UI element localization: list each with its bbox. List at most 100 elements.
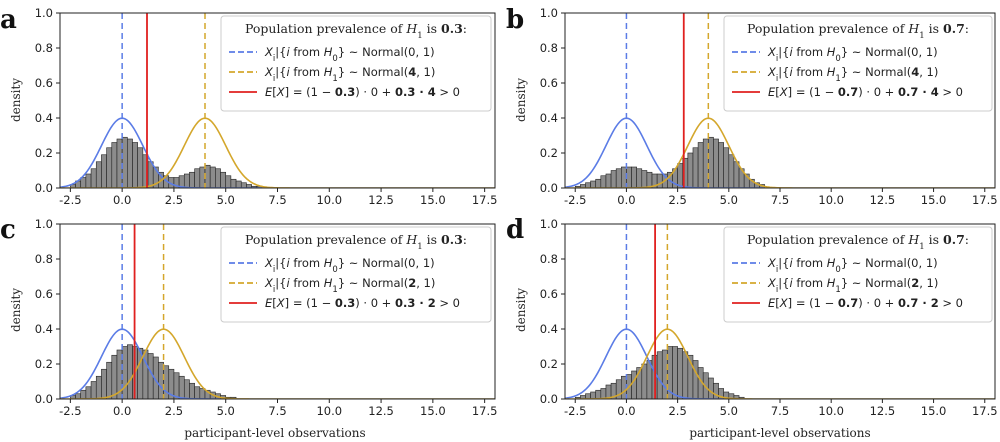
legend-text-part: 0.3 · 2: [395, 296, 436, 310]
legend-text-part: 0: [332, 54, 337, 64]
hist-bar: [101, 154, 107, 188]
hist-bar: [90, 168, 97, 188]
x-tick-label: 10.0: [818, 404, 844, 418]
legend-text-part: } ~ Normal(: [338, 65, 408, 79]
legend-text-part: i: [776, 54, 778, 64]
hist-bar: [209, 166, 216, 188]
hist-bar: [702, 138, 709, 188]
hist-bar: [733, 161, 740, 188]
legend-text-part: X: [264, 256, 274, 270]
legend-text-part: , 1): [919, 276, 938, 290]
legend-text-part: X: [779, 296, 789, 310]
legend-entry-h0: Xi|{i from H0} ~ Normal(0, 1): [767, 256, 938, 275]
legend-text-part: i: [776, 285, 778, 295]
x-tick-label: 2.5: [668, 193, 686, 207]
legend-text-part: 0: [835, 265, 840, 275]
legend-text-part: > 0: [939, 85, 963, 99]
y-tick-label: 0.8: [540, 252, 558, 266]
legend-text-part: 4: [911, 65, 919, 79]
legend-text-part: :: [463, 232, 467, 247]
legend-text-part: } ~ Normal(0, 1): [338, 45, 435, 59]
hist-bar: [127, 344, 133, 399]
legend-text-part: |{: [778, 45, 789, 59]
hist-bar: [677, 163, 684, 188]
hist-bar: [595, 178, 602, 188]
hist-bar: [595, 389, 602, 399]
legend-box: [220, 15, 492, 112]
legend-entry-h0: Xi|{i from H0} ~ Normal(0, 1): [264, 45, 435, 64]
hist-bar: [631, 370, 637, 399]
legend-text-part: ] = (1 −: [788, 85, 838, 99]
hist-bar: [80, 389, 87, 399]
legend-entry-mean: E[X] = (1 − 0.3) · 0 + 0.3 · 2 > 0: [265, 296, 460, 310]
legend-text-part: from: [793, 65, 827, 79]
hist-bar: [101, 368, 107, 399]
legend-text-part: 2: [408, 276, 416, 290]
legend-text-part: 1: [332, 285, 337, 295]
legend-entry-mean: E[X] = (1 − 0.3) · 0 + 0.3 · 4 > 0: [265, 85, 460, 99]
panel-letter-c: c: [0, 215, 16, 245]
legend-text-part: } ~ Normal(0, 1): [841, 256, 938, 270]
legend-text-part: 1: [332, 74, 337, 84]
legend-text-part: 0.3 · 4: [395, 85, 436, 99]
legend-box: [220, 226, 492, 323]
legend-text-part: H: [907, 232, 920, 247]
y-tick-label: 0.0: [35, 181, 53, 195]
x-tick-label: -2.5: [59, 193, 81, 207]
hist-bar: [132, 142, 138, 188]
legend-text-part: i: [776, 265, 778, 275]
y-axis-label-bottom-left: density: [9, 288, 23, 332]
y-tick-label: 0.0: [540, 392, 558, 406]
panel-letter-d: d: [506, 215, 524, 245]
hist-bar: [220, 171, 227, 188]
legend-entry-h1: Xi|{i from H1} ~ Normal(2, 1): [264, 276, 435, 295]
density-curve-h0: [565, 328, 995, 399]
hist-bar: [682, 351, 689, 399]
hist-bar: [621, 375, 627, 399]
hist-bar: [127, 138, 133, 188]
legend-text-part: i: [789, 65, 793, 79]
legend-text-part: X: [779, 85, 789, 99]
legend-text-part: i: [273, 74, 275, 84]
hist-bar: [605, 173, 612, 188]
y-tick-label: 0.6: [35, 76, 53, 90]
x-tick-label: 17.5: [972, 404, 998, 418]
legend-box: [723, 226, 993, 323]
legend-text-part: from: [793, 276, 827, 290]
hist-bar: [600, 175, 607, 188]
hist-bar: [631, 166, 637, 188]
y-tick-label: 1.0: [540, 6, 558, 20]
hist-bar: [111, 142, 118, 188]
legend-text-part: , 1): [919, 65, 938, 79]
legend-text-part: i: [789, 276, 793, 290]
legend-text-part: H: [324, 276, 333, 290]
hist-bar: [708, 377, 714, 399]
legend-text-part: from: [793, 45, 827, 59]
legend-text-part: ] = (1 −: [285, 85, 335, 99]
panel-a: a -2.5 0.0 2.5 5.0 7.5 10.0 12.5 15.0 17.5 0.0 0.2 0…: [0, 5, 497, 207]
x-tick-label: 2.5: [165, 193, 183, 207]
hist-bar: [723, 147, 730, 188]
legend-text-part: from: [793, 256, 827, 270]
legend-text-part: } ~ Normal(0, 1): [841, 45, 938, 59]
hist-bar: [137, 147, 144, 188]
legend-text-part: |{: [778, 276, 789, 290]
legend-text-part: X: [264, 276, 274, 290]
legend-text-part: } ~ Normal(: [841, 276, 911, 290]
legend-text-part: [: [775, 85, 780, 99]
legend-text-part: is: [423, 232, 441, 247]
legend-text-part: 0.7: [943, 21, 965, 36]
legend-entry-h0: Xi|{i from H0} ~ Normal(0, 1): [264, 256, 435, 275]
y-tick-label: 1.0: [35, 217, 53, 231]
legend-text-part: |{: [275, 45, 286, 59]
legend-text-part: H: [405, 21, 418, 36]
y-tick-label: 1.0: [35, 6, 53, 20]
legend-text-part: i: [286, 45, 290, 59]
hist-bar: [80, 177, 87, 188]
y-axis-label-top-right: density: [514, 78, 528, 122]
legend-text-part: X: [767, 45, 777, 59]
hist-bar: [636, 168, 643, 188]
hist-bar: [692, 147, 699, 188]
hist-bar: [147, 161, 154, 188]
hist-bar: [183, 379, 190, 399]
